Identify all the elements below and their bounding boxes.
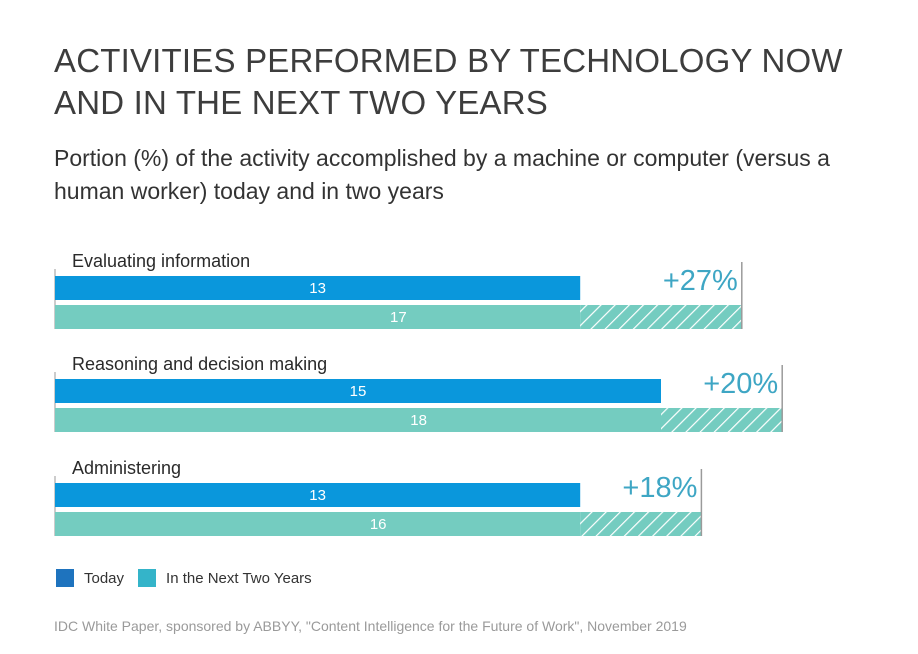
chart-title: ACTIVITIES PERFORMED BY TECHNOLOGY NOW A… bbox=[54, 42, 843, 121]
value-label-today-evaluating-information: 13 bbox=[309, 280, 326, 297]
source-note: IDC White Paper, sponsored by ABBYY, "Co… bbox=[54, 618, 687, 634]
legend-label-next-two-years: In the Next Two Years bbox=[166, 569, 312, 587]
increase-label-evaluating-information: +27% bbox=[663, 265, 738, 297]
legend-item-next-two-years: In the Next Two Years bbox=[138, 569, 312, 587]
bar-increase-hatch-reasoning-and-decision-making bbox=[661, 408, 783, 432]
increase-label-administering: +18% bbox=[622, 472, 697, 504]
legend-swatch-next-two-years bbox=[138, 569, 157, 587]
value-label-today-reasoning-and-decision-making: 15 bbox=[350, 383, 367, 400]
bar-today-reasoning-and-decision-making bbox=[55, 379, 661, 403]
bar-next-two-years-administering bbox=[55, 512, 581, 536]
bar-increase-hatch-evaluating-information bbox=[580, 305, 742, 329]
bar-next-two-years-reasoning-and-decision-making bbox=[55, 408, 661, 432]
legend-swatch-today bbox=[56, 569, 74, 587]
value-label-next-two-years-reasoning-and-decision-making: 18 bbox=[410, 412, 427, 429]
legend: Today In the Next Two Years bbox=[56, 568, 326, 588]
bar-next-two-years-evaluating-information bbox=[55, 305, 581, 329]
category-label-reasoning-and-decision-making: Reasoning and decision making bbox=[72, 354, 327, 374]
legend-label-today: Today bbox=[84, 569, 125, 587]
increase-label-reasoning-and-decision-making: +20% bbox=[703, 368, 778, 400]
bar-today-administering bbox=[55, 483, 581, 507]
value-label-today-administering: 13 bbox=[309, 487, 326, 504]
value-label-next-two-years-evaluating-information: 17 bbox=[390, 309, 407, 326]
category-label-evaluating-information: Evaluating information bbox=[72, 251, 250, 271]
chart-subtitle: Portion (%) of the activity accomplished… bbox=[54, 145, 830, 204]
bar-today-evaluating-information bbox=[55, 276, 581, 300]
legend-item-today: Today bbox=[56, 569, 124, 587]
bar-increase-hatch-administering bbox=[580, 512, 702, 536]
value-label-next-two-years-administering: 16 bbox=[370, 516, 387, 533]
category-label-administering: Administering bbox=[72, 458, 181, 478]
